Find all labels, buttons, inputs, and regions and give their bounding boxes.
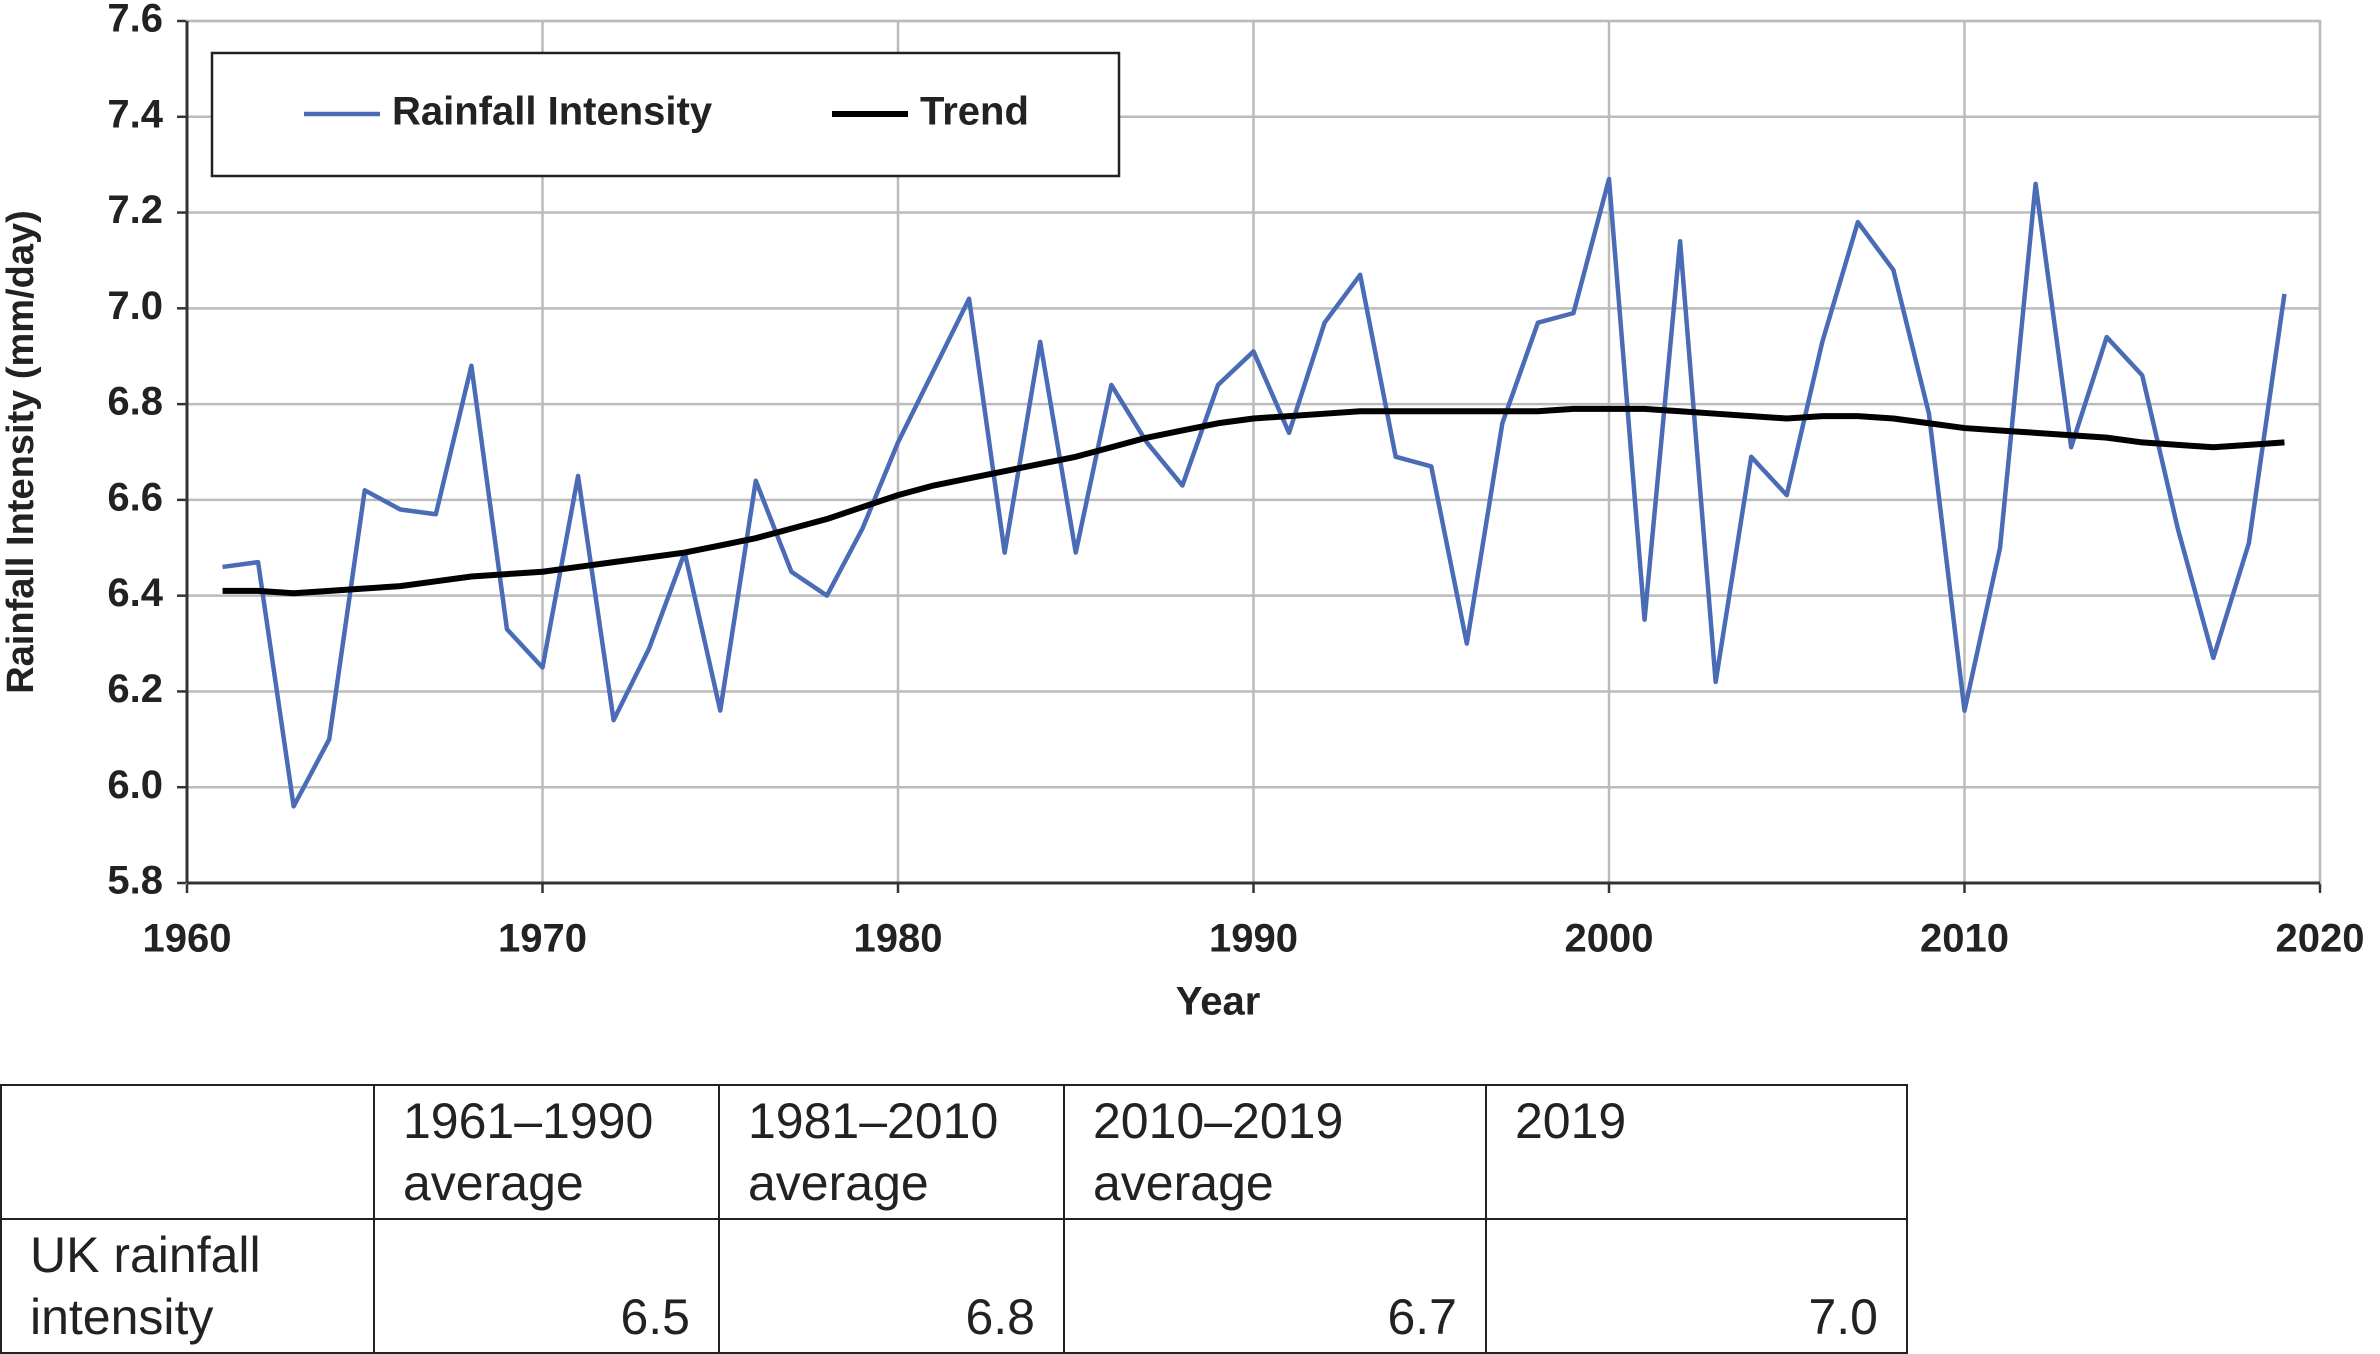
table-cell: 6.5 <box>373 1218 720 1354</box>
row-label: UK rainfall intensity <box>0 1218 375 1354</box>
legend-label: Trend <box>920 90 1029 134</box>
table-row: UK rainfall intensity 6.5 6.8 6.7 7.0 <box>0 1218 1908 1354</box>
table-header: 2010–2019 average <box>1063 1084 1487 1220</box>
y-tick-label: 6.8 <box>107 380 163 424</box>
y-tick-label: 6.6 <box>107 475 163 519</box>
x-tick-label: 1960 <box>143 917 232 961</box>
table-header-row: 1961–1990 average 1981–2010 average 2010… <box>0 1084 1908 1220</box>
x-tick-label: 1990 <box>1209 917 1298 961</box>
y-tick-label: 6.4 <box>107 571 163 615</box>
x-tick-label: 1970 <box>498 917 587 961</box>
x-axis-label: Year <box>1176 980 1261 1024</box>
table-header: 2019 <box>1485 1084 1908 1220</box>
summary-table: 1961–1990 average 1981–2010 average 2010… <box>0 1084 1908 1354</box>
legend-label: Rainfall Intensity <box>392 90 713 134</box>
table-header: 1981–2010 average <box>718 1084 1065 1220</box>
table-corner <box>0 1084 375 1220</box>
y-tick-label: 7.0 <box>107 284 163 328</box>
y-tick-label: 7.2 <box>107 188 163 232</box>
y-tick-label: 6.0 <box>107 763 163 807</box>
table-cell: 6.8 <box>718 1218 1065 1354</box>
y-tick-label: 6.2 <box>107 667 163 711</box>
table-cell: 6.7 <box>1063 1218 1487 1354</box>
x-tick-label: 1980 <box>854 917 943 961</box>
x-tick-label: 2010 <box>1920 917 2009 961</box>
table-cell: 7.0 <box>1485 1218 1908 1354</box>
x-tick-label: 2020 <box>2276 917 2365 961</box>
y-tick-label: 7.4 <box>107 92 163 136</box>
y-tick-label: 5.8 <box>107 859 163 903</box>
data-line <box>222 176 2287 809</box>
table-header: 1961–1990 average <box>373 1084 720 1220</box>
x-tick-label: 2000 <box>1565 917 1654 961</box>
y-tick-label: 7.6 <box>107 0 163 41</box>
chart: Rainfall Intensity (mm/day) Year 5.8 6.0 6… <box>0 0 2365 1024</box>
y-axis-label: Rainfall Intensity (mm/day) <box>0 210 42 694</box>
data-line <box>222 405 2285 597</box>
